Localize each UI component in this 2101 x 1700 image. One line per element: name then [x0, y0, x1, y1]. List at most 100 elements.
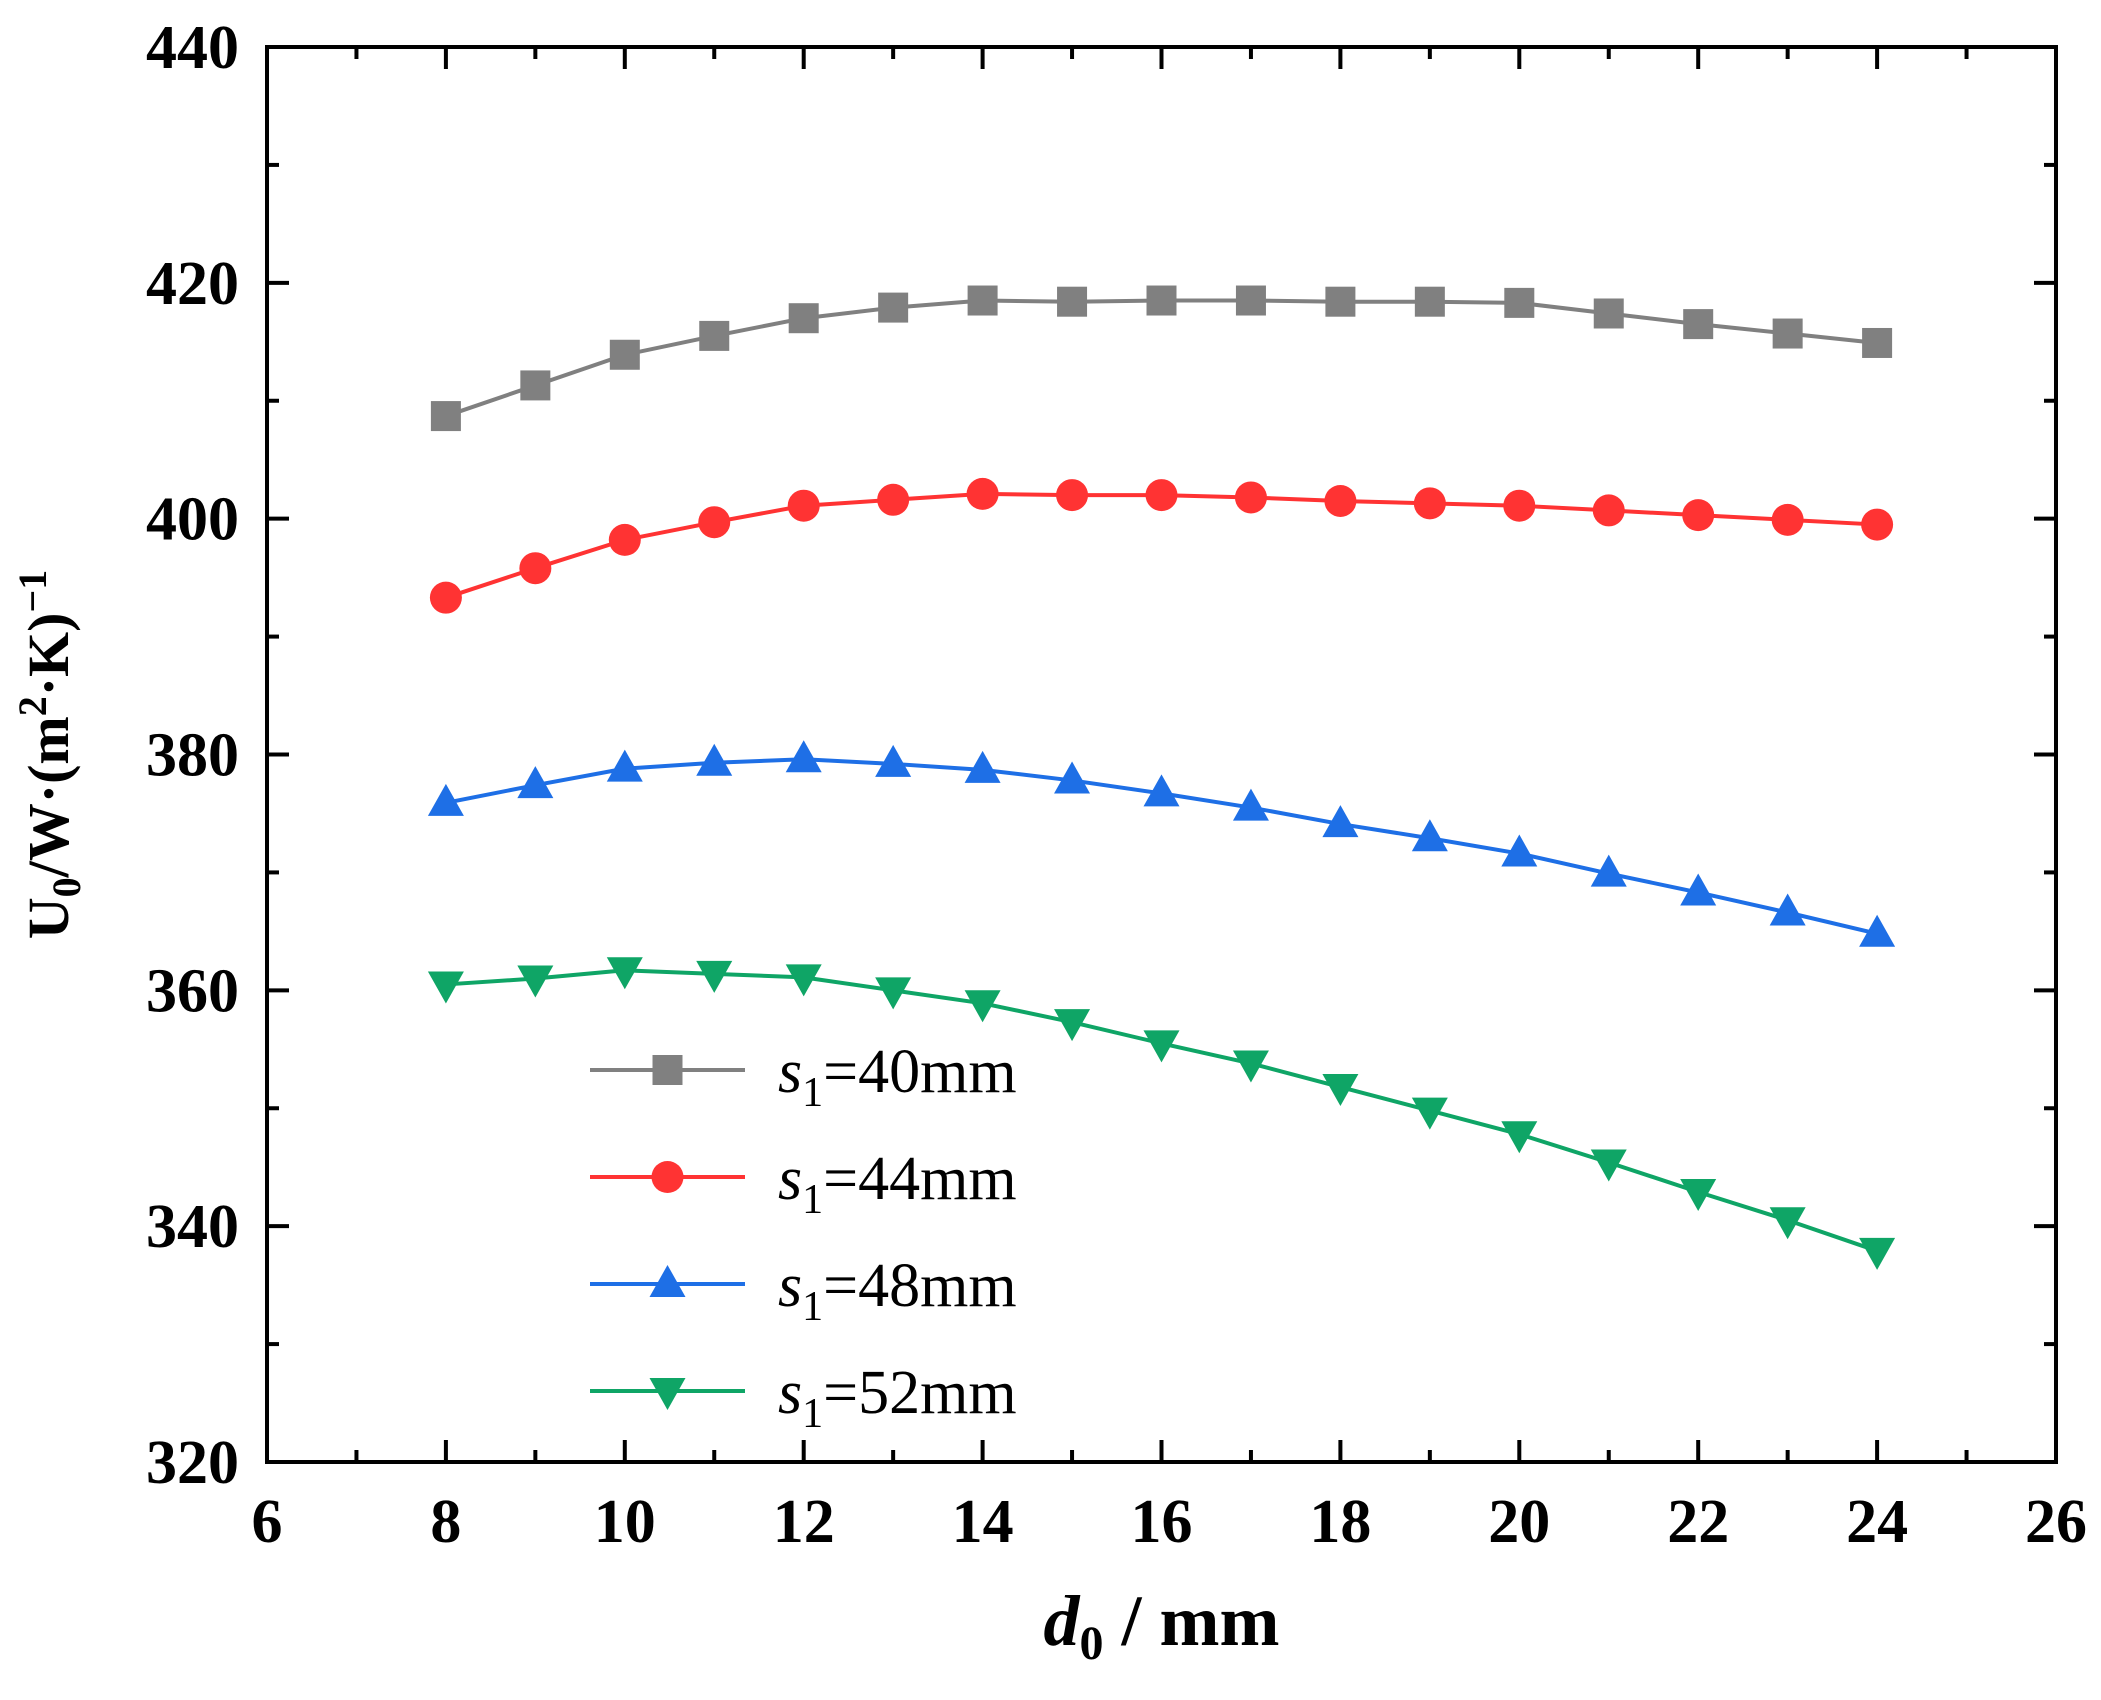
data-point — [1234, 481, 1267, 514]
series-3 — [427, 957, 1896, 1270]
data-point — [1325, 286, 1356, 317]
y-tick-label: 360 — [146, 957, 239, 1025]
x-tick-label: 16 — [1131, 1488, 1193, 1556]
legend-item: s1=40mm — [590, 1038, 1017, 1116]
data-point — [1772, 318, 1803, 349]
y-axis-title-u-sub: 0 — [44, 877, 89, 897]
data-point — [1590, 1149, 1627, 1182]
legend-label: s1=44mm — [778, 1145, 1017, 1223]
data-point — [609, 339, 640, 370]
data-point — [1414, 286, 1445, 317]
data-point — [430, 401, 461, 432]
legend-marker — [652, 1055, 683, 1085]
data-point — [1054, 761, 1091, 794]
data-point — [520, 370, 551, 401]
data-point — [696, 960, 733, 993]
data-point — [1501, 1121, 1538, 1154]
data-point — [964, 750, 1001, 783]
legend-marker — [649, 1265, 686, 1297]
data-point — [1504, 287, 1535, 318]
y-axis-title-mid: /W·(m — [16, 716, 81, 878]
data-point — [1769, 1207, 1806, 1240]
x-axis-title-main: d — [1044, 1581, 1081, 1661]
y-tick-label: 380 — [146, 722, 239, 790]
data-point — [699, 320, 730, 351]
x-axis-title-rest: / mm — [1104, 1581, 1280, 1661]
data-point — [1859, 914, 1896, 947]
data-point — [875, 744, 912, 777]
data-point — [698, 506, 731, 539]
data-point — [1592, 494, 1625, 527]
legend-item: s1=48mm — [590, 1252, 1017, 1330]
data-point — [1769, 893, 1806, 926]
data-point — [1235, 285, 1266, 316]
data-point — [1680, 873, 1717, 906]
data-point — [1593, 298, 1624, 329]
legend: s1=40mm s1=44mm s1=48mm s1=52mm — [590, 1038, 1017, 1437]
data-point — [967, 285, 998, 316]
data-point — [517, 766, 554, 799]
data-point — [696, 743, 733, 776]
data-point — [429, 581, 462, 614]
data-point — [1771, 503, 1804, 536]
data-point — [1859, 1237, 1896, 1270]
data-point — [1501, 834, 1538, 867]
y-tick-label: 340 — [146, 1193, 239, 1261]
data-point — [875, 977, 912, 1010]
data-point — [1143, 774, 1180, 807]
data-point — [1322, 1074, 1359, 1107]
x-tick-label: 18 — [1309, 1488, 1371, 1556]
y-axis-title: U0/W·(m2·K)−1 — [10, 570, 89, 940]
data-point — [1413, 487, 1446, 520]
data-point — [1411, 819, 1448, 852]
legend-label: s1=52mm — [778, 1359, 1017, 1437]
plot-frame — [265, 45, 2058, 1464]
data-point — [606, 749, 643, 782]
data-point — [964, 990, 1001, 1023]
y-axis-title-sup-end: −1 — [10, 570, 55, 613]
data-point — [1054, 1009, 1091, 1042]
data-point — [966, 477, 999, 510]
y-axis-title-end: ·K) — [16, 613, 81, 697]
y-axis-ticks: 320 340 360 380 400 420 440 — [146, 14, 2056, 1497]
data-point — [427, 971, 464, 1004]
data-point — [1503, 489, 1536, 522]
data-point — [1143, 1030, 1180, 1063]
y-tick-label: 440 — [146, 14, 239, 82]
data-point — [1411, 1097, 1448, 1130]
data-point — [787, 489, 820, 522]
x-tick-label: 22 — [1667, 1488, 1729, 1556]
y-axis-title-sup2: 2 — [10, 696, 55, 716]
data-point — [608, 523, 641, 556]
x-tick-label: 10 — [594, 1488, 656, 1556]
data-point — [1862, 327, 1893, 358]
legend-label: s1=48mm — [778, 1252, 1017, 1330]
data-point — [519, 552, 552, 585]
legend-item: s1=44mm — [590, 1145, 1017, 1223]
data-point — [785, 964, 822, 997]
legend-marker — [651, 1161, 684, 1193]
data-point — [1232, 788, 1269, 821]
series-layer — [427, 285, 1896, 1270]
data-point — [1680, 1178, 1717, 1211]
data-point — [1145, 479, 1178, 512]
data-point — [1057, 286, 1088, 317]
series-line — [445, 968, 1878, 1253]
data-point — [1590, 854, 1627, 887]
legend-label: s1=40mm — [778, 1038, 1017, 1116]
x-axis-title-sub: 0 — [1080, 1617, 1104, 1670]
x-tick-label: 20 — [1488, 1488, 1550, 1556]
data-point — [1324, 484, 1357, 517]
data-point — [517, 965, 554, 998]
data-point — [427, 783, 464, 816]
data-point — [785, 740, 822, 773]
data-point — [1861, 508, 1894, 541]
x-axis-ticks: 6 8 10 12 14 16 18 20 22 24 26 — [252, 47, 2087, 1556]
data-point — [788, 303, 819, 334]
data-point — [1232, 1050, 1269, 1083]
x-tick-label: 24 — [1846, 1488, 1908, 1556]
x-tick-label: 14 — [952, 1488, 1014, 1556]
series-1 — [429, 477, 1894, 614]
data-point — [877, 483, 910, 516]
